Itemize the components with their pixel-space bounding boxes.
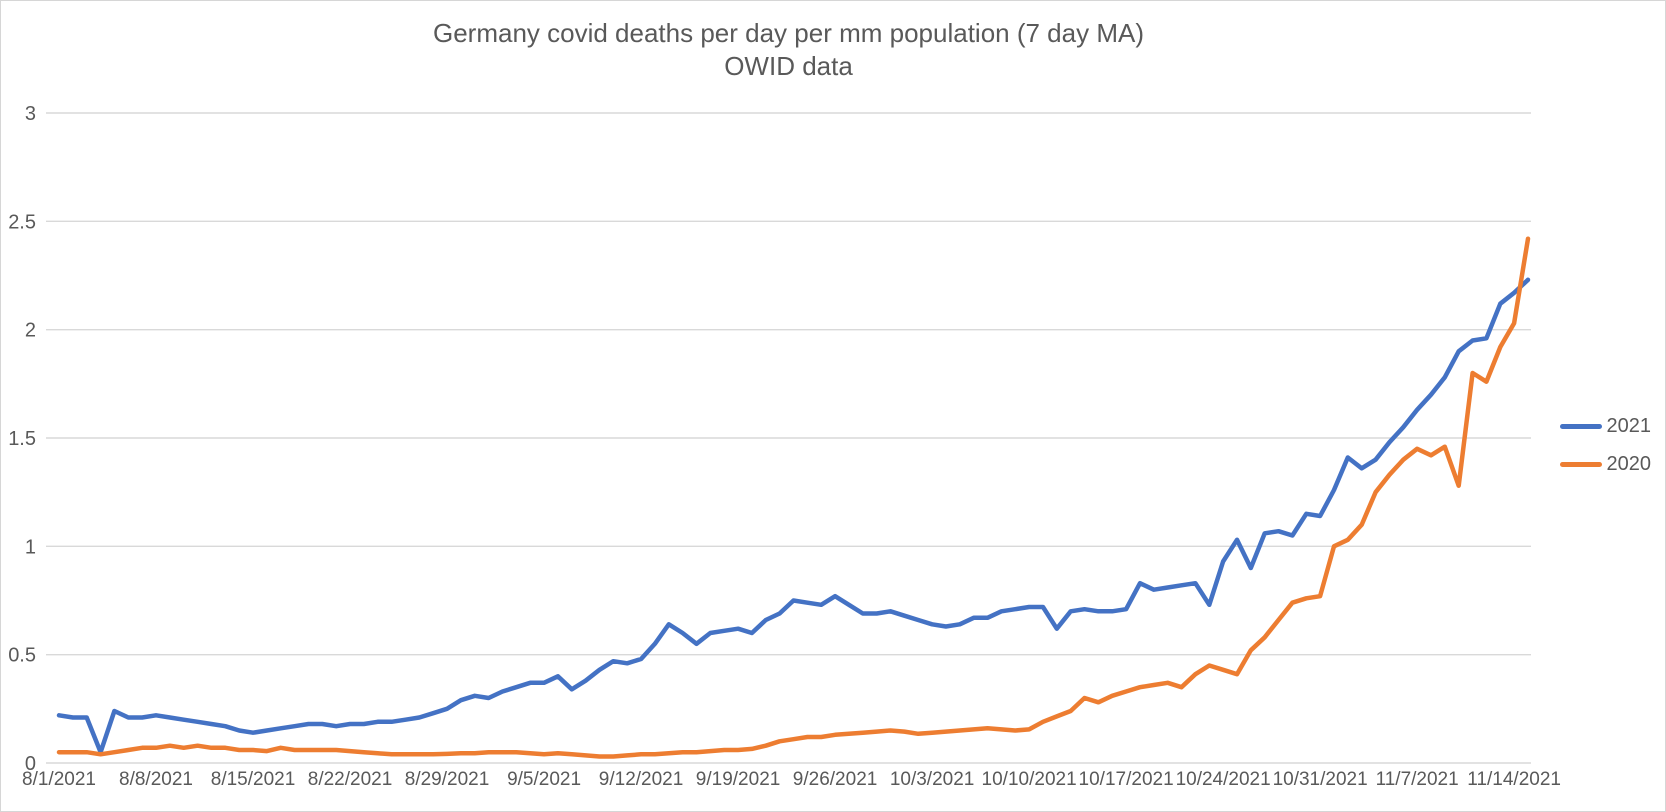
- x-tick-label: 10/31/2021: [1273, 769, 1368, 790]
- x-tick-label: 10/10/2021: [982, 769, 1077, 790]
- x-tick-label: 11/14/2021: [1467, 769, 1561, 790]
- legend-swatch-2020: [1559, 462, 1602, 467]
- series-line-2020: [56, 236, 1531, 759]
- x-tick-label: 9/5/2021: [507, 769, 581, 790]
- y-tick-label: 0.5: [8, 645, 36, 667]
- y-tick-label: 2.5: [8, 211, 36, 233]
- x-tick-label: 10/24/2021: [1176, 769, 1271, 790]
- y-tick-label: 0: [25, 753, 36, 775]
- legend-label-2021: 2021: [1606, 415, 1652, 437]
- x-tick-label: 9/26/2021: [793, 769, 878, 790]
- x-tick-label: 11/7/2021: [1376, 769, 1459, 790]
- x-tick-label: 9/12/2021: [599, 769, 684, 790]
- legend-item-2020: 2020: [1559, 453, 1652, 476]
- y-tick-label: 3: [25, 103, 36, 125]
- x-tick-label: 8/1/2021: [22, 769, 96, 790]
- y-tick-label: 2: [25, 320, 36, 342]
- x-tick-label: 10/17/2021: [1079, 769, 1174, 790]
- legend-swatch-2021: [1559, 424, 1602, 429]
- x-tick-label: 8/22/2021: [308, 769, 393, 790]
- x-tick-label: 8/29/2021: [405, 769, 490, 790]
- x-tick-label: 8/8/2021: [119, 769, 193, 790]
- chart-legend: 2021 2020: [1559, 415, 1652, 476]
- x-tick-label: 8/15/2021: [211, 769, 296, 790]
- y-tick-label: 1.5: [8, 428, 36, 450]
- x-tick-label: 10/3/2021: [890, 769, 975, 790]
- series-line-2021: [56, 277, 1531, 755]
- y-tick-label: 1: [25, 536, 36, 558]
- legend-label-2020: 2020: [1606, 453, 1652, 475]
- x-tick-label: 9/19/2021: [696, 769, 781, 790]
- legend-item-2021: 2021: [1559, 415, 1652, 438]
